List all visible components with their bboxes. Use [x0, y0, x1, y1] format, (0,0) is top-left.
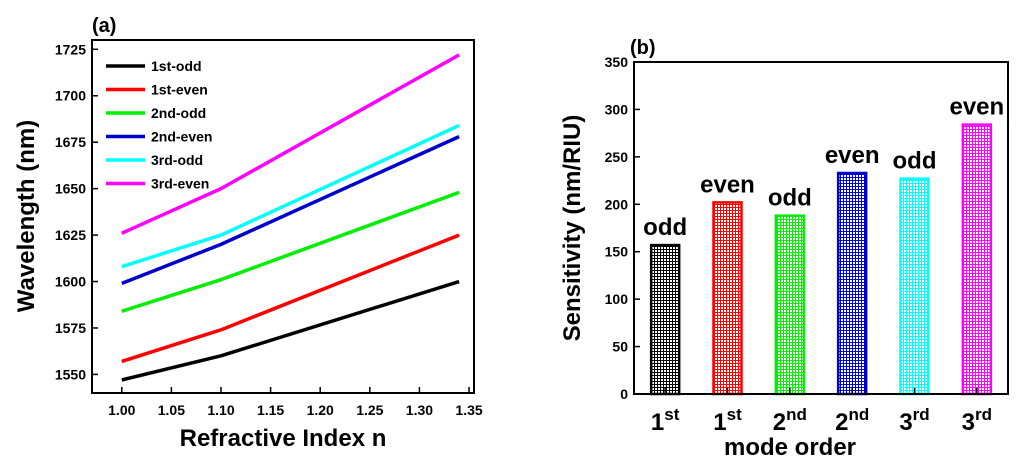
- legend-label: 1st-even: [151, 82, 208, 98]
- y-tick-label: 1700: [55, 88, 86, 104]
- y-tick-label: 300: [605, 101, 629, 117]
- legend-label: 3rd-even: [151, 176, 209, 192]
- bar-label: even: [700, 171, 755, 198]
- y-tick-label: 1550: [55, 366, 86, 382]
- x-tick-label: 1.30: [406, 402, 433, 418]
- category-suffix: nd: [848, 405, 869, 424]
- x-tick-label: 1st: [713, 405, 742, 436]
- bar-label: odd: [893, 148, 937, 175]
- category-suffix: rd: [975, 405, 992, 424]
- bar-label: odd: [643, 214, 687, 241]
- bar: [774, 214, 806, 396]
- y-axis-title-b: Sensitivity (nm/RIU): [559, 115, 586, 342]
- legend-label: 2nd-odd: [151, 105, 206, 121]
- y-tick-label: 1675: [55, 134, 86, 150]
- x-axis-title-b: mode order: [724, 434, 856, 461]
- bar-label: odd: [768, 185, 812, 212]
- y-tick-label: 150: [605, 244, 629, 260]
- category-suffix: rd: [913, 405, 930, 424]
- y-tick-label: 1625: [55, 227, 86, 243]
- series-line-1st-odd: [121, 279, 460, 382]
- panel-label-a: (a): [92, 15, 116, 37]
- x-tick-label: 1st: [651, 405, 680, 436]
- bar: [836, 171, 868, 396]
- y-tick-label: 50: [612, 339, 628, 355]
- bar-label: even: [825, 142, 880, 169]
- series-line-3rd-even: [121, 53, 460, 235]
- panel-label-b: (b): [630, 37, 656, 59]
- line-chart-panel: (a) 1.00 1.05 1.10 1.15 1.20 1.25 1.30 1.35 1550…: [13, 15, 483, 452]
- x-tick-label: 1.10: [207, 402, 234, 418]
- y-tick-label: 0: [620, 386, 628, 402]
- category-number: 3: [962, 409, 975, 436]
- series-line-2nd-odd: [121, 190, 460, 313]
- series-line-2nd-even: [121, 135, 460, 286]
- series-line-1st-even: [121, 233, 460, 364]
- x-tick-label: 1.00: [108, 402, 135, 418]
- category-suffix: st: [664, 405, 679, 424]
- bar: [649, 243, 681, 396]
- x-tick-label: 2nd: [835, 405, 869, 436]
- bar: [961, 123, 993, 396]
- bar-label: even: [949, 94, 1004, 121]
- y-tick-label: 1725: [55, 41, 86, 57]
- y-tick-label: 200: [605, 196, 629, 212]
- x-tick-label: 3rd: [962, 405, 992, 436]
- y-axis-title-a: Wavelength (nm): [13, 120, 40, 312]
- category-suffix: nd: [786, 405, 807, 424]
- category-suffix: st: [727, 405, 742, 424]
- category-number: 2: [773, 409, 786, 436]
- legend-label: 2nd-even: [151, 129, 212, 145]
- x-tick-label: 3rd: [899, 405, 929, 436]
- y-tick-label: 1600: [55, 274, 86, 290]
- legend: 1st-odd 1st-even 2nd-odd 2nd-even 3rd-odd 3rd…: [106, 58, 212, 192]
- x-tick-label: 2nd: [773, 405, 807, 436]
- x-tick-label: 1.35: [455, 402, 482, 418]
- plot-frame-b: [633, 61, 1009, 395]
- series-line-3rd-odd: [121, 123, 460, 269]
- category-number: 3: [899, 409, 912, 436]
- x-tick-label: 1.05: [158, 402, 185, 418]
- x-tick-label: 1.20: [307, 402, 334, 418]
- x-axis-title-a: Refractive Index n: [180, 425, 387, 452]
- x-tick-label: 1.15: [257, 402, 284, 418]
- bar: [712, 201, 743, 396]
- category-number: 1: [713, 409, 726, 436]
- y-tick-label: 1575: [55, 320, 86, 336]
- plot-frame-a: [91, 39, 475, 394]
- bar: [899, 177, 930, 396]
- y-tick-label: 250: [605, 149, 629, 165]
- legend-label: 1st-odd: [151, 58, 202, 74]
- x-tick-label: 1.25: [356, 402, 383, 418]
- category-number: 1: [651, 409, 664, 436]
- y-tick-label: 350: [605, 54, 629, 70]
- y-tick-label: 1650: [55, 181, 86, 197]
- legend-label: 3rd-odd: [151, 152, 203, 168]
- category-number: 2: [835, 409, 848, 436]
- y-tick-label: 100: [605, 291, 629, 307]
